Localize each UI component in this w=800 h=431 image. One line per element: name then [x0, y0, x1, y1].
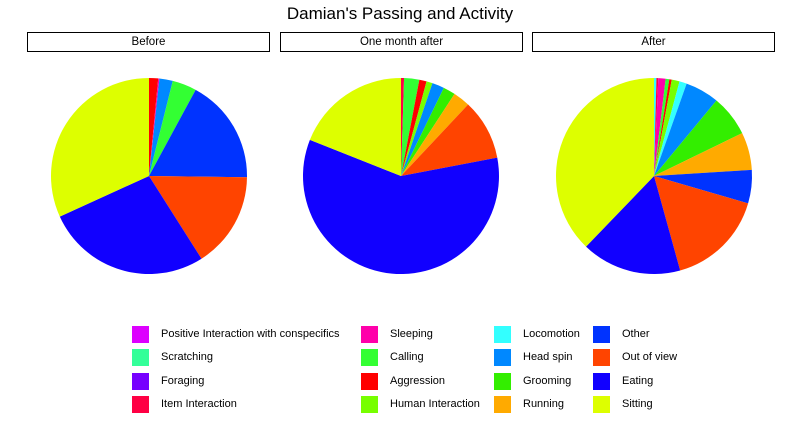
- legend-swatch: [494, 348, 511, 366]
- legend-swatch: [494, 372, 511, 390]
- legend-item: Sleeping: [361, 324, 433, 344]
- legend-swatch: [361, 372, 378, 390]
- legend-label: Out of view: [622, 351, 678, 363]
- legend-item: Calling: [361, 347, 424, 367]
- legend-label: Item Interaction: [161, 398, 237, 410]
- legend-item: Item Interaction: [132, 394, 237, 414]
- pie-slice-human-interaction: [401, 81, 433, 176]
- pie-slice-aggression: [149, 77, 159, 176]
- legend-swatch: [593, 372, 610, 390]
- panel-strip-after: After: [532, 32, 775, 52]
- legend-swatch: [361, 395, 378, 413]
- panel-strip-one-month-after: One month after: [280, 32, 523, 52]
- pie-slice-locomotion: [654, 81, 687, 176]
- legend-swatch: [132, 325, 149, 343]
- legend-swatch: [132, 372, 149, 390]
- legend-label: Human Interaction: [390, 398, 480, 410]
- legend-label: Scratching: [161, 351, 213, 363]
- legend-label: Eating: [622, 375, 654, 387]
- legend-item: Head spin: [494, 347, 573, 367]
- legend-item: Scratching: [132, 347, 213, 367]
- chart-title: Damian's Passing and Activity: [286, 4, 514, 23]
- pie-slice-eating: [586, 176, 681, 274]
- legend-swatch: [494, 395, 511, 413]
- legend-swatch: [132, 395, 149, 413]
- pie-slice-running: [654, 133, 752, 176]
- pie-slice-sleeping: [654, 78, 666, 176]
- pie-slice-calling: [149, 80, 196, 176]
- legend-item: Other: [593, 324, 650, 344]
- legend-item: Human Interaction: [361, 394, 480, 414]
- legend-swatch: [593, 325, 610, 343]
- pie-slice-sleeping: [149, 78, 160, 176]
- legend-label: Grooming: [523, 375, 572, 387]
- legend-swatch: [593, 348, 610, 366]
- legend-label: Running: [523, 398, 564, 410]
- pie-slice-calling: [401, 78, 420, 176]
- pie-slice-head-spin: [654, 83, 717, 176]
- legend-item: Positive Interaction with conspecifics: [132, 324, 340, 344]
- pie-slice-eating: [59, 176, 202, 274]
- pie-before: [50, 77, 247, 274]
- legend-item: Eating: [593, 371, 653, 391]
- legend: Positive Interaction with conspecifics Sc…: [132, 324, 692, 420]
- pie-slice-eating: [302, 139, 499, 275]
- legend-swatch: [361, 348, 378, 366]
- legend-label: Locomotion: [523, 328, 580, 340]
- legend-swatch: [593, 395, 610, 413]
- legend-label: Foraging: [161, 375, 205, 387]
- legend-item: Foraging: [132, 371, 204, 391]
- pie-slice-item-interaction: [654, 78, 659, 176]
- pie-slice-out-of-view: [401, 104, 498, 176]
- pie-slice-running: [401, 93, 469, 176]
- pie-slice-out-of-view: [149, 176, 247, 259]
- pie-one-month-after: [302, 78, 499, 275]
- legend-swatch: [132, 348, 149, 366]
- panel-strip-before: Before: [27, 32, 270, 52]
- pie-slice-head-spin: [149, 78, 173, 176]
- pie-slice-sitting: [50, 78, 149, 217]
- legend-item: Locomotion: [494, 324, 580, 344]
- pie-slice-sitting: [555, 78, 654, 247]
- pie-slice-other: [654, 169, 753, 204]
- pie-slice-aggression: [654, 79, 672, 176]
- pie-slice-calling: [654, 78, 670, 176]
- pie-slice-item-interaction: [401, 78, 405, 176]
- legend-label: Sitting: [622, 398, 653, 410]
- pie-slice-grooming: [654, 100, 743, 176]
- pie-slice-aggression: [401, 79, 427, 176]
- pie-slice-human-interaction: [654, 79, 680, 176]
- legend-label: Calling: [390, 351, 424, 363]
- pie-slice-sitting: [309, 78, 401, 176]
- pie-slice-locomotion: [654, 77, 657, 176]
- legend-label: Aggression: [390, 375, 446, 387]
- pie-slice-out-of-view: [654, 176, 749, 271]
- legend-label: Head spin: [523, 351, 573, 363]
- legend-item: Sitting: [593, 394, 653, 414]
- legend-item: Out of view: [593, 347, 677, 367]
- pie-slice-other: [149, 89, 247, 178]
- legend-item: Grooming: [494, 371, 571, 391]
- legend-label: Positive Interaction with conspecifics: [161, 328, 340, 340]
- pie-slice-grooming: [401, 87, 455, 176]
- legend-swatch: [361, 325, 378, 343]
- pie-slice-head-spin: [401, 83, 444, 176]
- legend-item: Aggression: [361, 371, 445, 391]
- legend-label: Sleeping: [390, 328, 433, 340]
- legend-item: Running: [494, 394, 564, 414]
- legend-swatch: [494, 325, 511, 343]
- legend-label: Other: [622, 328, 650, 340]
- pie-after: [555, 77, 753, 274]
